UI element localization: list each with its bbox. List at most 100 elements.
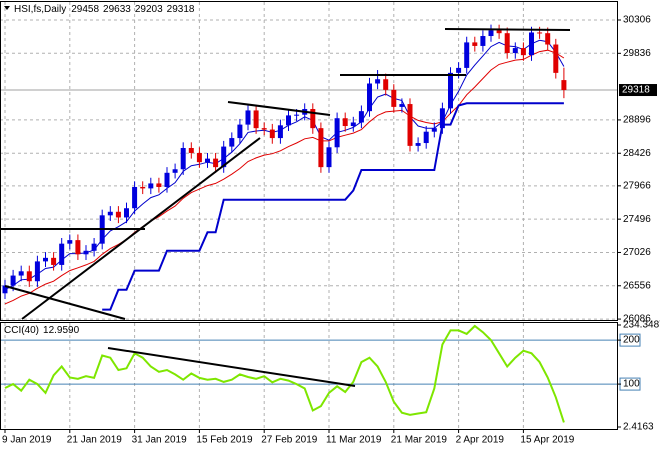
x-tick-label: 31 Jan 2019 bbox=[132, 435, 187, 446]
x-tick-label: 9 Jan 2019 bbox=[2, 435, 52, 446]
x-tick-label: 15 Feb 2019 bbox=[196, 435, 253, 446]
candle-body bbox=[26, 271, 32, 282]
candle-body bbox=[553, 44, 559, 73]
price-panel-frame bbox=[0, 1, 618, 321]
y-tick-label: 234.3487 bbox=[623, 320, 660, 331]
candle-body bbox=[229, 138, 235, 147]
trendline bbox=[21, 137, 261, 320]
high-value: 29633 bbox=[103, 4, 131, 15]
x-tick-label: 21 Jan 2019 bbox=[67, 435, 122, 446]
candle-body bbox=[415, 143, 421, 146]
candle-body bbox=[496, 30, 502, 34]
candle-body bbox=[367, 83, 372, 112]
y-tick-label: 27026 bbox=[623, 247, 651, 258]
current-price-box bbox=[619, 84, 657, 97]
candle-body bbox=[294, 114, 300, 116]
candle-body bbox=[310, 109, 316, 129]
candle-body bbox=[383, 79, 389, 90]
y-tick-label: 27496 bbox=[623, 214, 651, 225]
candle-body bbox=[132, 186, 138, 209]
candle-body bbox=[83, 250, 89, 255]
y-tick-label: 27966 bbox=[623, 180, 651, 191]
candle-body bbox=[512, 48, 518, 54]
menu-icon[interactable] bbox=[4, 6, 10, 10]
candle-body bbox=[529, 32, 534, 56]
candle-body bbox=[399, 104, 405, 107]
chart-title: HSI,fs,Daily 29458 29633 29203 29318 bbox=[14, 4, 195, 15]
y-tick-label: 29836 bbox=[623, 48, 651, 59]
y-tick-label: 26086 bbox=[623, 314, 651, 325]
candle-body bbox=[237, 124, 243, 139]
candle-body bbox=[456, 67, 462, 73]
candle-body bbox=[164, 172, 170, 187]
candle-body bbox=[375, 79, 381, 84]
y-tick-label: 2.4163 bbox=[623, 422, 654, 433]
candle-body bbox=[439, 108, 445, 129]
candle-body bbox=[245, 110, 251, 125]
candle-body bbox=[10, 275, 16, 286]
candle-body bbox=[472, 42, 478, 46]
candle-body bbox=[221, 146, 227, 168]
candle-body bbox=[480, 36, 486, 46]
y-tick-label: 26556 bbox=[623, 280, 651, 291]
candle-body bbox=[188, 147, 194, 153]
candle-body bbox=[261, 128, 267, 130]
candle-body bbox=[561, 80, 567, 91]
indicator-value: 12.9590 bbox=[43, 325, 80, 336]
x-tick-label: 27 Feb 2019 bbox=[261, 435, 318, 446]
trendline bbox=[444, 28, 571, 31]
candle-body bbox=[18, 271, 24, 276]
candle-body bbox=[350, 122, 356, 127]
candle-body bbox=[205, 158, 210, 163]
current-price-label: 29318 bbox=[622, 85, 650, 96]
candle-body bbox=[504, 33, 510, 54]
candle-body bbox=[156, 183, 162, 187]
candle-body bbox=[107, 211, 113, 216]
candle-body bbox=[358, 111, 364, 123]
candle-body bbox=[196, 152, 202, 163]
candle-body bbox=[464, 42, 470, 68]
candle-body bbox=[140, 186, 146, 189]
trendline bbox=[4, 285, 126, 320]
candle-body bbox=[2, 285, 8, 294]
candle-body bbox=[269, 129, 275, 139]
x-tick-label: 11 Mar 2019 bbox=[326, 435, 382, 446]
candle-body bbox=[537, 32, 543, 34]
candle-body bbox=[391, 89, 397, 107]
candle-body bbox=[253, 110, 259, 129]
candle-body bbox=[75, 240, 81, 255]
candle-body bbox=[407, 104, 413, 146]
indicator-title: CCI(40) 12.9590 bbox=[4, 325, 80, 336]
y-tick-label: 28426 bbox=[623, 148, 651, 159]
series-line bbox=[4, 49, 565, 305]
candle-body bbox=[334, 118, 340, 148]
series-line bbox=[4, 324, 565, 423]
candle-body bbox=[148, 183, 154, 189]
candle-body bbox=[431, 128, 437, 132]
candle-body bbox=[124, 208, 129, 218]
candle-body bbox=[423, 131, 429, 144]
candle-body bbox=[520, 48, 526, 56]
series-line bbox=[4, 39, 565, 291]
marks-layer bbox=[2, 24, 567, 423]
grid-layer bbox=[0, 2, 618, 429]
close-value: 29318 bbox=[167, 4, 195, 15]
candle-body bbox=[34, 261, 40, 282]
x-tick-label: 2 Apr 2019 bbox=[456, 435, 505, 446]
low-value: 29203 bbox=[135, 4, 163, 15]
candle-body bbox=[213, 158, 219, 168]
candle-body bbox=[326, 147, 332, 168]
candle-body bbox=[67, 240, 73, 244]
candle-body bbox=[91, 243, 97, 251]
y-tick-label: 28896 bbox=[623, 115, 651, 126]
candle-body bbox=[172, 169, 178, 173]
x-tick-label: 21 Mar 2019 bbox=[391, 435, 448, 446]
candle-body bbox=[448, 72, 453, 109]
candle-body bbox=[277, 125, 283, 139]
candle-body bbox=[342, 118, 348, 127]
trendline bbox=[107, 347, 356, 387]
indicator-name: CCI(40) bbox=[4, 325, 39, 336]
y-tick-label: 200 bbox=[623, 335, 640, 346]
